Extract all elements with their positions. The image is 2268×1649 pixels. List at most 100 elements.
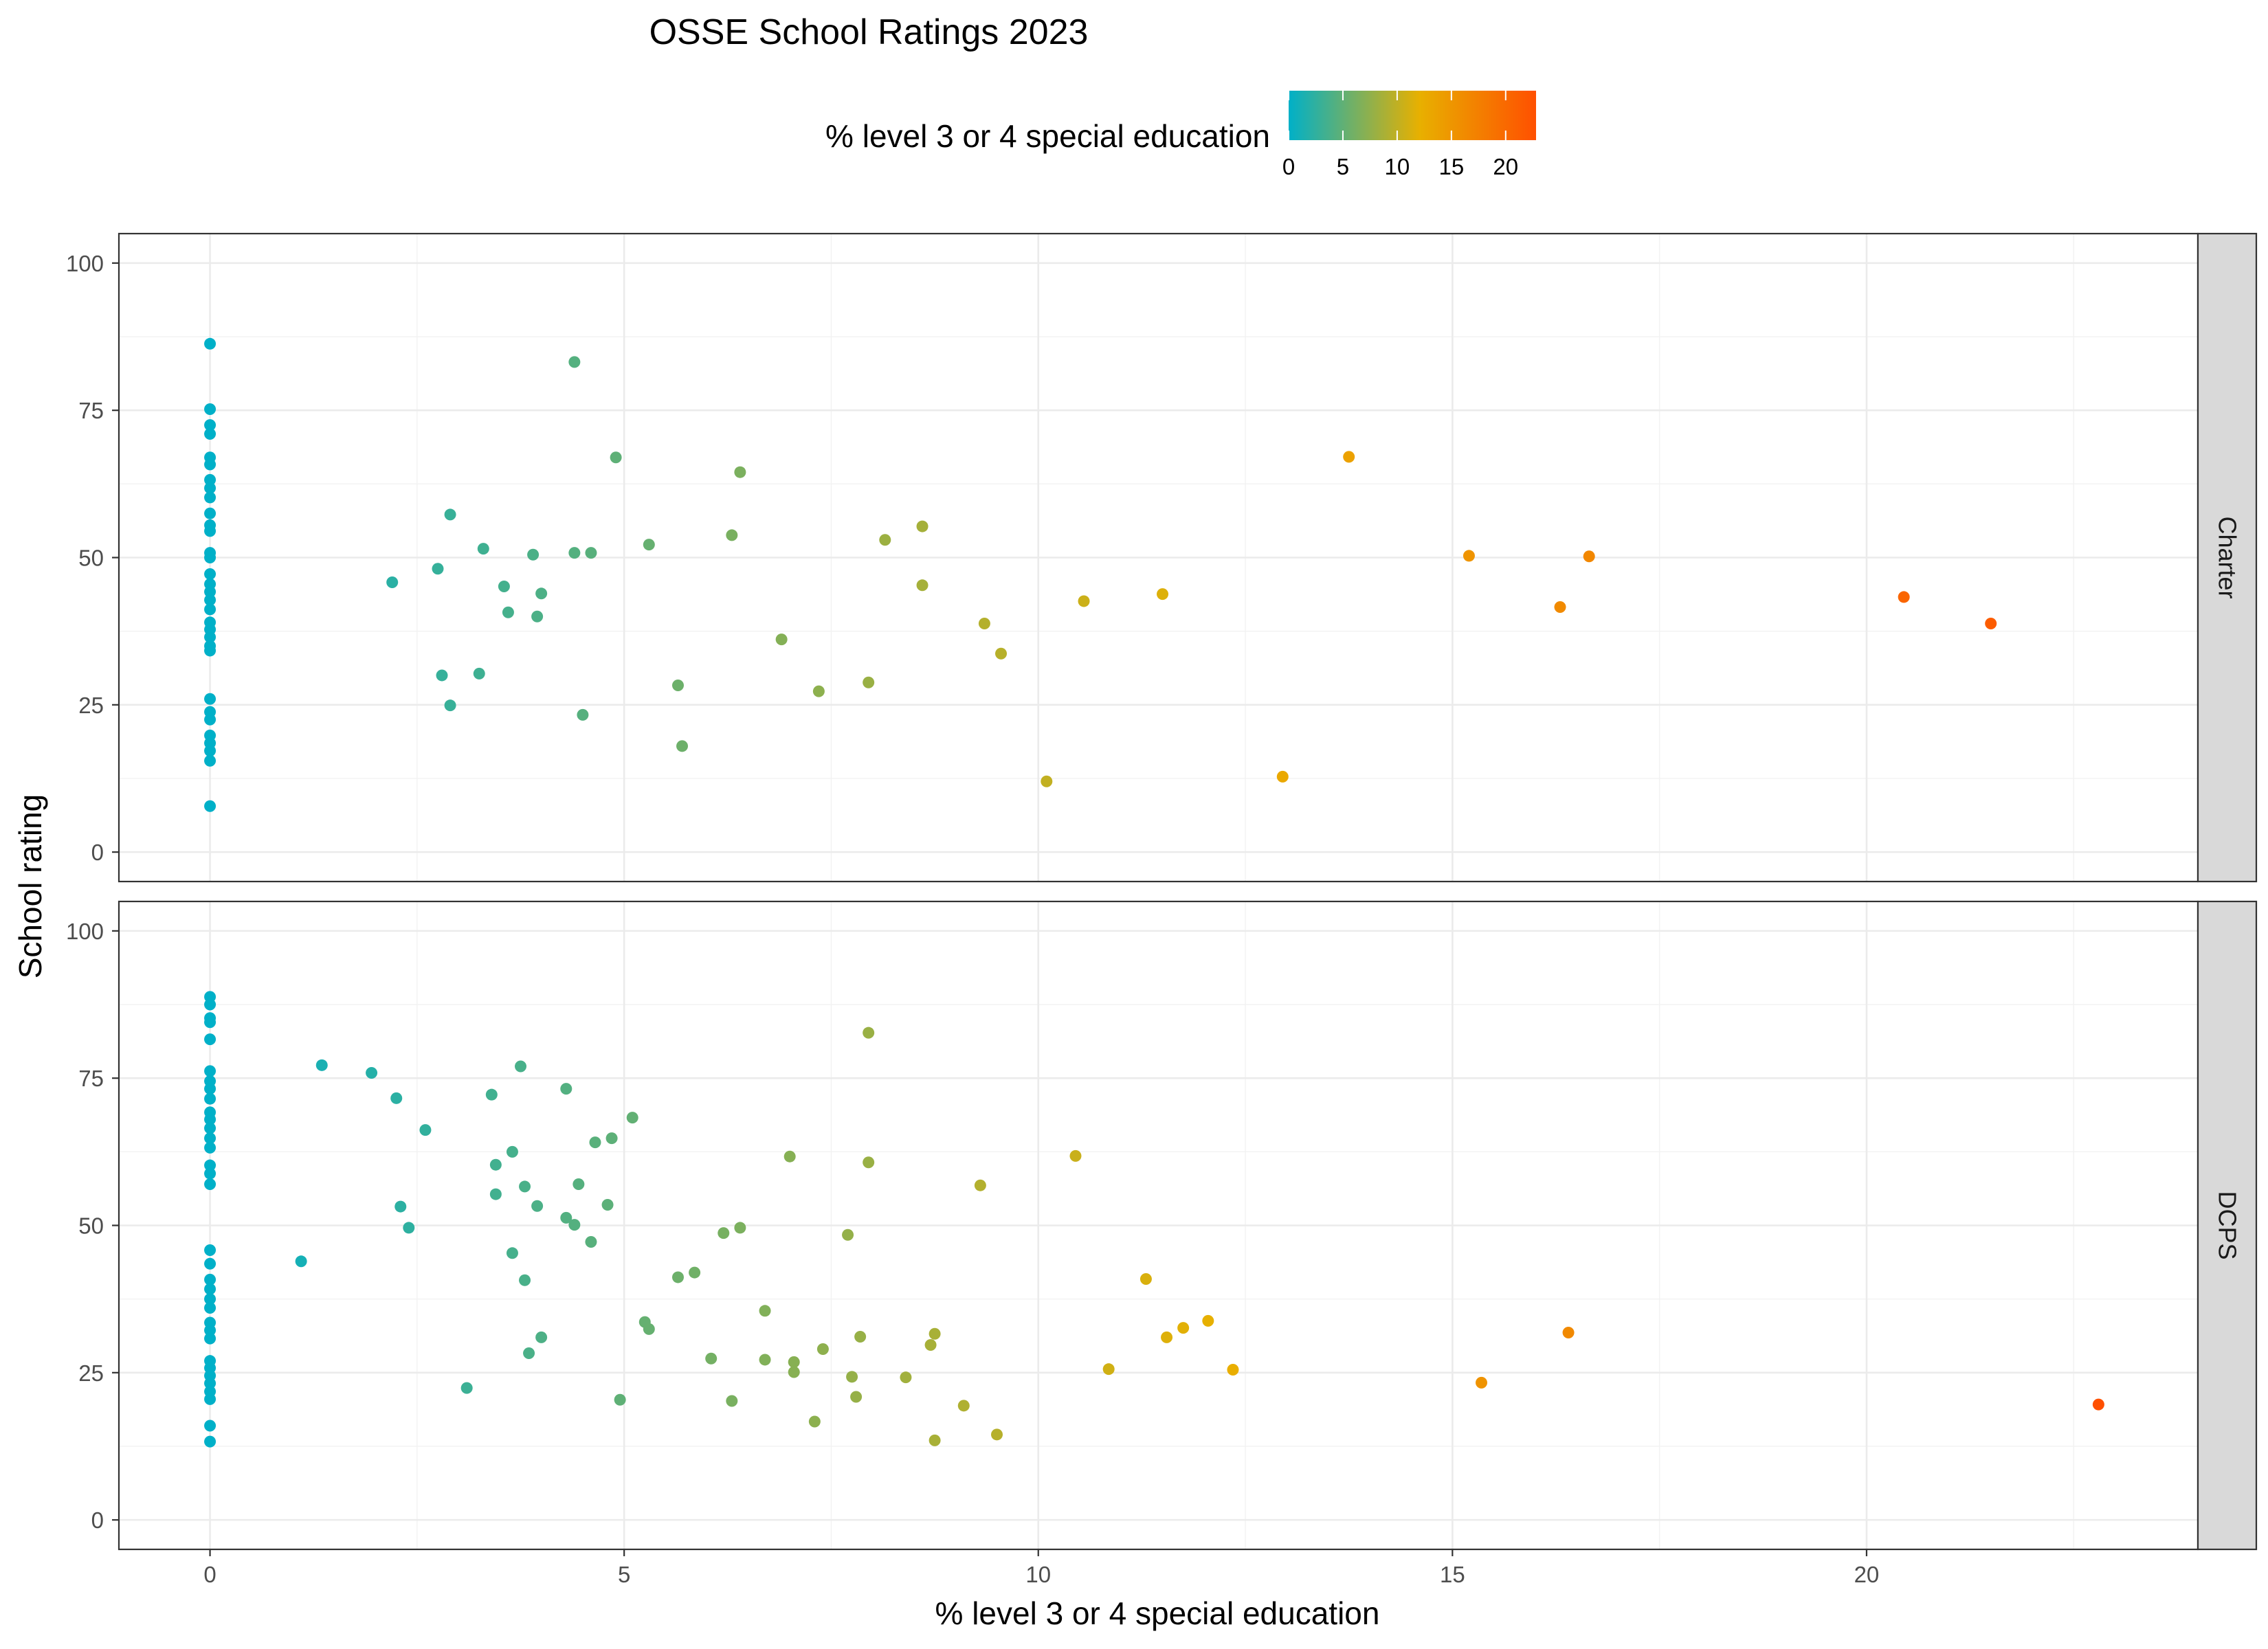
data-point: [204, 1122, 216, 1134]
color-legend: % level 3 or 4 special education 0 5 10 15 2…: [825, 91, 1536, 179]
data-point: [974, 1179, 986, 1191]
data-point: [726, 529, 738, 541]
data-point: [204, 1167, 216, 1180]
data-point: [204, 552, 216, 563]
data-point: [489, 1188, 502, 1200]
data-point: [842, 1229, 854, 1241]
x-axis-title: % level 3 or 4 special education: [935, 1595, 1380, 1631]
y-tick-label: 100: [66, 919, 104, 944]
data-point: [477, 543, 489, 555]
data-point: [506, 1145, 518, 1158]
data-point: [775, 633, 788, 646]
chart-title: OSSE School Ratings 2023: [649, 12, 1089, 52]
data-point: [204, 1393, 216, 1405]
data-point: [204, 1132, 216, 1145]
data-point: [605, 1132, 618, 1145]
data-point: [924, 1339, 937, 1351]
y-tick-label: 100: [66, 251, 104, 276]
data-point: [916, 520, 929, 532]
y-tick-label: 25: [78, 1360, 104, 1386]
data-point: [204, 458, 216, 471]
panel-charter: 0 25 50 75 100 Charter: [66, 232, 2258, 883]
data-point: [1202, 1314, 1214, 1327]
data-point: [204, 1141, 216, 1154]
data-point: [432, 563, 444, 575]
data-point: [460, 1382, 473, 1394]
data-point: [1583, 550, 1595, 563]
data-point: [816, 1343, 829, 1356]
data-point: [204, 473, 216, 486]
data-point: [204, 1159, 216, 1171]
y-tick-label: 75: [78, 398, 104, 423]
data-point: [734, 1222, 746, 1234]
data-point: [204, 1113, 216, 1125]
data-point: [394, 1200, 407, 1213]
data-point: [846, 1371, 858, 1383]
data-point: [204, 754, 216, 767]
x-tick-label: 20: [1854, 1562, 1880, 1587]
y-tick-label: 0: [91, 1507, 104, 1533]
data-point: [1276, 770, 1289, 783]
data-point: [204, 419, 216, 431]
data-point: [204, 1065, 216, 1077]
x-tick-label: 15: [1440, 1562, 1465, 1587]
data-point: [1463, 550, 1475, 562]
data-point: [403, 1222, 415, 1234]
data-point: [204, 482, 216, 494]
data-point: [315, 1059, 328, 1071]
facet-strip-label: DCPS: [2214, 1191, 2242, 1259]
data-point: [671, 1271, 684, 1283]
data-point: [531, 1200, 544, 1212]
data-point: [568, 1219, 581, 1231]
data-point: [204, 1083, 216, 1095]
data-point: [676, 740, 689, 752]
data-point: [436, 669, 448, 682]
data-point: [718, 1227, 730, 1239]
x-tick-label: 5: [618, 1562, 630, 1587]
y-tick-label: 75: [78, 1066, 104, 1091]
x-tick-label: 10: [1025, 1562, 1051, 1587]
data-point: [978, 618, 990, 630]
data-point: [1078, 595, 1090, 607]
data-point: [808, 1415, 821, 1428]
data-point: [759, 1354, 771, 1366]
data-point: [204, 1293, 216, 1305]
data-point: [204, 507, 216, 519]
data-point: [473, 667, 485, 680]
data-point: [726, 1395, 738, 1407]
legend-tick-label: 10: [1385, 154, 1410, 179]
data-point: [295, 1255, 307, 1268]
panel-dcps: 0 25 50 75 100 DCPS 0 5 10 15 20: [66, 900, 2258, 1587]
data-point: [1562, 1327, 1575, 1339]
data-point: [204, 1033, 216, 1046]
data-point: [1343, 451, 1355, 463]
data-point: [204, 631, 216, 643]
data-point: [502, 606, 514, 618]
data-point: [444, 699, 456, 712]
data-point: [204, 1435, 216, 1448]
data-point: [1227, 1364, 1239, 1376]
data-point: [1554, 601, 1566, 614]
data-point: [204, 427, 216, 440]
data-point: [879, 534, 891, 546]
data-point: [863, 1156, 875, 1169]
data-point: [531, 610, 544, 622]
data-point: [1102, 1363, 1115, 1376]
data-point: [519, 1274, 531, 1286]
data-point: [1157, 588, 1169, 601]
data-point: [568, 547, 581, 559]
data-point: [689, 1266, 701, 1279]
data-point: [900, 1371, 912, 1384]
data-point: [1161, 1331, 1173, 1343]
data-point: [523, 1347, 535, 1360]
data-point: [204, 603, 216, 616]
data-point: [535, 1331, 548, 1343]
data-point: [610, 451, 622, 464]
data-point: [577, 708, 589, 721]
data-point: [788, 1356, 800, 1368]
data-point: [626, 1112, 638, 1124]
data-point: [854, 1331, 867, 1343]
data-point: [204, 568, 216, 581]
data-point: [204, 337, 216, 350]
data-point: [204, 1257, 216, 1270]
